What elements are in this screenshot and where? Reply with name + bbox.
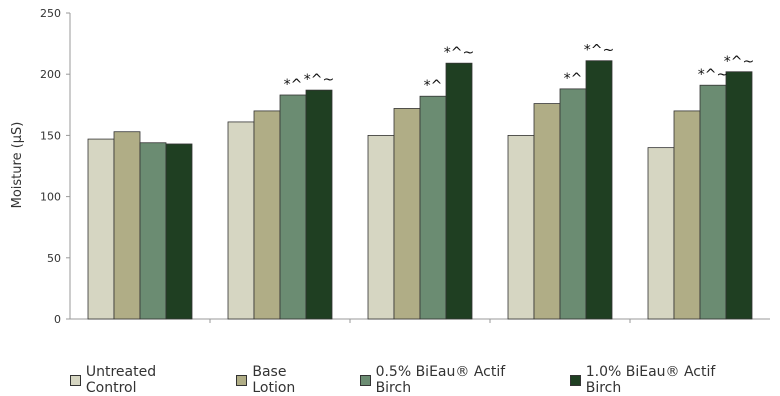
bars <box>87 60 753 320</box>
significance-label: *^ <box>284 77 303 93</box>
bar <box>585 60 613 320</box>
bar <box>725 71 753 320</box>
significance-label: *^~ <box>304 72 334 88</box>
bar <box>507 134 535 320</box>
legend-item: 0.5% BiEau® Actif Birch <box>359 364 543 396</box>
bar <box>699 84 727 320</box>
legend: Untreated Control Base Lotion 0.5% BiEau® … <box>70 364 780 396</box>
legend-swatch <box>569 374 581 386</box>
bar <box>559 88 587 320</box>
significance-label: *^~ <box>444 45 474 61</box>
y-tick-label: 100 <box>40 191 61 204</box>
y-axis-label: Moisture (µS) <box>10 122 25 209</box>
legend-item: 1.0% BiEau® Actif Birch <box>569 364 753 396</box>
bar <box>305 89 333 320</box>
bar <box>87 138 115 320</box>
y-tick-label: 250 <box>40 7 61 20</box>
significance-label: *^~ <box>698 67 728 83</box>
bar <box>165 143 193 320</box>
y-tick-label: 0 <box>54 313 61 326</box>
bar <box>647 147 675 320</box>
significance-label: *^ <box>564 71 583 87</box>
legend-swatch <box>359 374 371 386</box>
bar <box>367 134 395 320</box>
bar <box>253 110 281 320</box>
significance-label: *^ <box>424 78 443 94</box>
significance-label: *^~ <box>584 43 614 59</box>
legend-swatch <box>236 374 248 386</box>
bar <box>113 131 141 320</box>
bar <box>445 62 473 320</box>
bar <box>393 108 421 320</box>
bar <box>279 94 307 320</box>
legend-label: Base Lotion <box>252 364 296 396</box>
legend-label: 1.0% BiEau® Actif Birch <box>585 364 716 396</box>
y-tick-label: 50 <box>47 252 61 265</box>
legend-item: Base Lotion <box>236 364 332 396</box>
bar <box>139 142 167 320</box>
y-tick-label: 150 <box>40 129 61 142</box>
legend-label: 0.5% BiEau® Actif Birch <box>375 364 506 396</box>
bar <box>673 110 701 320</box>
bar <box>227 121 255 320</box>
annotations: *^ *^~ *^*^~*^*^~*^~*^~ <box>284 43 755 94</box>
significance-label: *^~ <box>724 54 754 70</box>
legend-item: Untreated Control <box>70 364 209 396</box>
y-tick-label: 200 <box>40 68 61 81</box>
bar <box>533 103 561 320</box>
legend-swatch <box>70 374 81 386</box>
bar <box>419 95 447 320</box>
legend-label: Untreated Control <box>85 364 157 396</box>
